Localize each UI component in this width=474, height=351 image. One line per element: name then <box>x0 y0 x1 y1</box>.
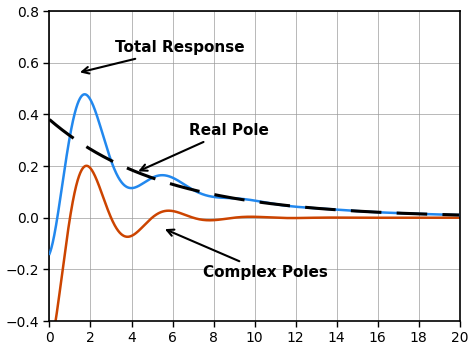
Text: Total Response: Total Response <box>82 40 245 73</box>
Text: Real Pole: Real Pole <box>140 123 269 171</box>
Text: Complex Poles: Complex Poles <box>167 230 328 280</box>
